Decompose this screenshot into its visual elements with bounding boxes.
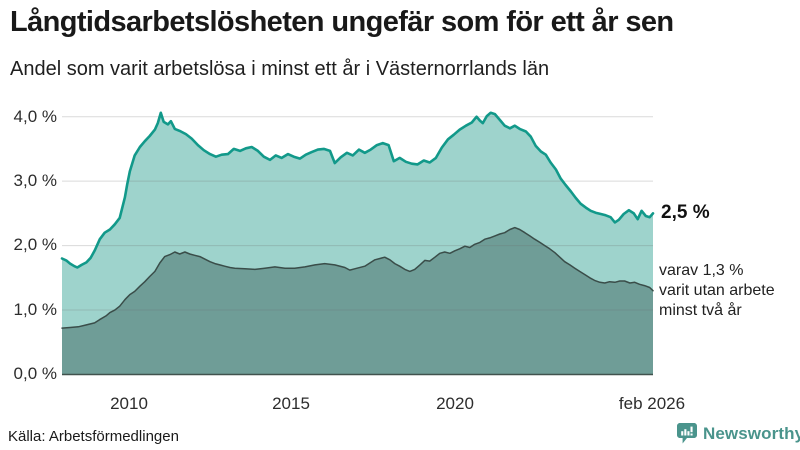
- page-title: Långtidsarbetslösheten ungefär som för e…: [10, 6, 674, 38]
- brand-name: Newsworthy: [703, 424, 800, 443]
- chart-bubble-icon: [677, 423, 697, 444]
- newsworthy-logo: Newsworthy: [676, 422, 800, 445]
- end-value-label: 2,5 %: [661, 202, 710, 223]
- x-axis-label-feb2026: feb 2026: [618, 394, 686, 413]
- total-series-line: [60, 111, 655, 269]
- x-axis-label-2020: 2020: [436, 394, 474, 413]
- subset-area-fill: [62, 227, 653, 375]
- gridlines: [62, 116, 653, 376]
- x-axis-label-2010: 2010: [110, 394, 148, 413]
- y-axis-label-1: 1,0 %: [13, 300, 57, 319]
- x-axis-label-2015: 2015: [272, 394, 310, 413]
- subset-series-line: [61, 226, 654, 329]
- y-axis-label-4: 4,0 %: [13, 107, 57, 126]
- source-note: Källa: Arbetsförmedlingen: [8, 428, 179, 445]
- y-axis-label-2: 2,0 %: [13, 235, 57, 254]
- subset-annotation: varav 1,3 % varit utan arbete minst två …: [659, 262, 775, 319]
- y-axis-label-0: 0,0 %: [13, 364, 57, 383]
- page-subtitle: Andel som varit arbetslösa i minst ett å…: [10, 58, 550, 80]
- y-axis-label-3: 3,0 %: [13, 171, 57, 190]
